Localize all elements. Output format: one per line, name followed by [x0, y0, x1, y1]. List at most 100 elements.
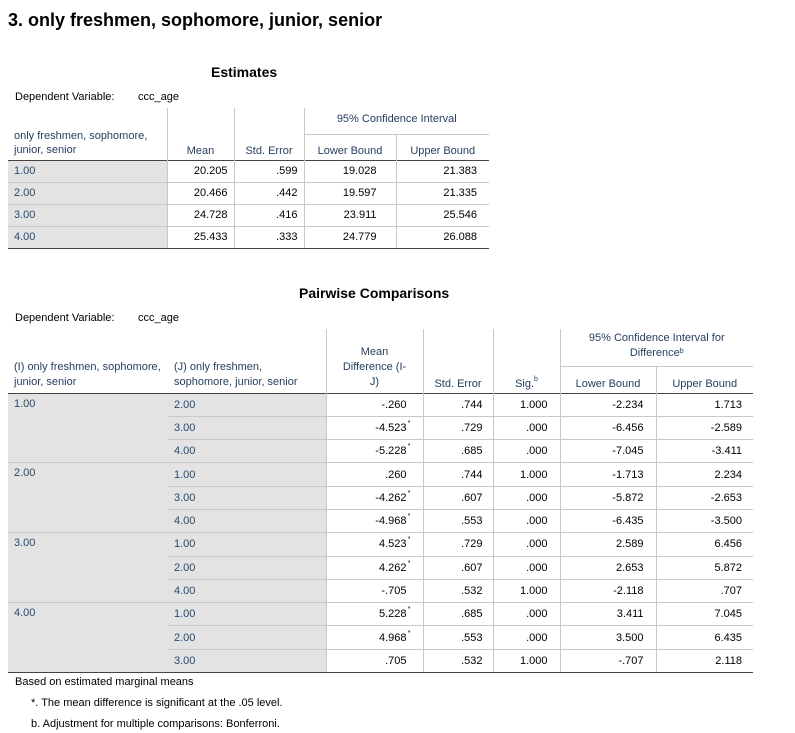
table-row: 2.00 1.00 .260 .744 1.000 -1.713 2.234	[8, 462, 753, 533]
row-j-level: 2.00	[168, 625, 326, 650]
cell-lower-bound: -6.435	[559, 508, 656, 533]
significance-star: *	[407, 606, 411, 614]
cell-std-error: .685	[422, 439, 493, 463]
col-std-error: Std. Error	[233, 108, 304, 160]
row-i-level: 1.00	[8, 392, 168, 463]
cell-upper-bound: 25.546	[395, 203, 489, 226]
row-level: 1.00	[8, 159, 167, 182]
cell-std-error: .729	[422, 415, 493, 440]
cell-sig: .000	[492, 532, 560, 557]
cell-lower-bound: 19.028	[303, 159, 396, 182]
mean-difference-value: 4.262	[378, 561, 407, 574]
row-j-level: 4.00	[168, 439, 326, 463]
cell-lower-bound: 24.779	[303, 225, 396, 249]
cell-sig: 1.000	[492, 648, 560, 674]
cell-std-error: .729	[422, 532, 493, 557]
footnote-significance: *. The mean difference is significant at…	[31, 697, 283, 709]
cell-std-error: .416	[233, 203, 304, 226]
cell-std-error: .744	[422, 392, 493, 417]
col-std-error: Std. Error	[422, 329, 493, 393]
pairwise-table: (I) only freshmen, sophomore, junior, se…	[8, 329, 753, 674]
cell-upper-bound: 21.383	[395, 159, 489, 182]
col-mean: Mean	[166, 108, 234, 160]
row-j-level: 1.00	[168, 532, 326, 557]
table-row: 2.00 4.968* .553.000 3.500 6.435	[8, 625, 753, 650]
table-row: 4.00 25.433.333 24.779 26.088	[8, 225, 489, 249]
mean-difference-value: -.705	[381, 585, 407, 598]
cell-upper-bound: -2.653	[655, 485, 753, 510]
table-row: 3.00 24.728.416 23.911 25.546	[8, 203, 489, 226]
estimates-dependent-variable: Dependent Variable: ccc_age	[15, 91, 179, 103]
cell-mean-difference: 5.228*	[325, 602, 423, 626]
cell-mean-difference: -4.523*	[325, 415, 423, 440]
col-factor: only freshmen, sophomore, junior, senior	[14, 129, 148, 156]
cell-sig: 1.000	[492, 578, 560, 603]
row-j-level: 2.00	[168, 555, 326, 580]
cell-upper-bound: 26.088	[395, 225, 489, 249]
significance-star: *	[407, 513, 411, 521]
dep-value: ccc_age	[138, 91, 179, 103]
row-level: 3.00	[8, 203, 167, 226]
cell-lower-bound: -.707	[559, 648, 656, 674]
significance-star: *	[407, 559, 411, 567]
cell-lower-bound: 23.911	[303, 203, 396, 226]
cell-mean: 24.728	[166, 203, 234, 226]
col-lower-bound: Lower Bound	[303, 133, 396, 160]
dep-label: Dependent Variable:	[15, 312, 115, 324]
row-j-level: 4.00	[168, 578, 326, 603]
mean-difference-value: -4.968	[375, 515, 407, 528]
row-level: 4.00	[8, 225, 167, 249]
cell-upper-bound: 6.435	[655, 625, 753, 650]
cell-lower-bound: -2.118	[559, 578, 656, 603]
table-row: 2.00 4.262* .607.000 2.653 5.872	[8, 555, 753, 580]
ci-footnote-mark: b	[679, 347, 684, 355]
cell-upper-bound: .707	[655, 578, 753, 603]
mean-difference-value: 4.968	[378, 631, 407, 644]
row-j-level: 4.00	[168, 508, 326, 533]
cell-upper-bound: -3.500	[655, 508, 753, 533]
table-row: 4.00 -4.968* .553.000 -6.435 -3.500	[8, 508, 753, 533]
col-mean-difference: Mean Difference (I-J)	[325, 329, 423, 393]
cell-mean-difference: -.260	[325, 392, 423, 417]
ci-header: 95% Confidence Interval	[303, 108, 489, 134]
cell-lower-bound: -5.872	[559, 485, 656, 510]
cell-std-error: .553	[422, 508, 493, 533]
cell-std-error: .333	[233, 225, 304, 249]
row-level: 2.00	[8, 181, 167, 204]
row-i-level: 3.00	[8, 532, 168, 603]
significance-star: *	[407, 419, 411, 427]
cell-sig: .000	[492, 602, 560, 626]
cell-std-error: .442	[233, 181, 304, 204]
col-upper-bound: Upper Bound	[655, 365, 753, 393]
cell-sig: .000	[492, 508, 560, 533]
footnote-based: Based on estimated marginal means	[15, 676, 194, 688]
mean-difference-value: -4.523	[375, 421, 407, 434]
cell-upper-bound: 7.045	[655, 602, 753, 626]
cell-std-error: .532	[422, 578, 493, 603]
row-j-level: 3.00	[168, 415, 326, 440]
cell-lower-bound: -2.234	[559, 392, 656, 417]
cell-std-error: .532	[422, 648, 493, 674]
estimates-table: only freshmen, sophomore, junior, senior…	[8, 108, 489, 249]
cell-lower-bound: 19.597	[303, 181, 396, 204]
significance-star: *	[407, 629, 411, 637]
mean-difference-value: .705	[385, 654, 407, 667]
cell-std-error: .744	[422, 462, 493, 487]
table-row: 4.00 -5.228* .685.000 -7.045 -3.411	[8, 439, 753, 463]
table-row: 3.00 -4.262* .607.000 -5.872 -2.653	[8, 485, 753, 510]
row-j-level: 2.00	[168, 392, 326, 417]
section-heading: 3. only freshmen, sophomore, junior, sen…	[8, 10, 383, 30]
row-j-level: 3.00	[168, 648, 326, 674]
pairwise-dependent-variable: Dependent Variable: ccc_age	[15, 312, 179, 324]
table-row: 4.00 1.00 5.228* .685.000 3.411 7.045	[8, 602, 753, 674]
table-row: 1.00 2.00 -.260 .744 1.000 -2.234 1.713	[8, 392, 753, 463]
cell-sig: 1.000	[492, 462, 560, 487]
row-j-level: 3.00	[168, 485, 326, 510]
row-j-level: 1.00	[168, 602, 326, 626]
cell-std-error: .685	[422, 602, 493, 626]
cell-mean-difference: -4.262*	[325, 485, 423, 510]
significance-star: *	[407, 536, 411, 544]
col-upper-bound: Upper Bound	[395, 133, 489, 160]
cell-upper-bound: -3.411	[655, 439, 753, 463]
table-row: 4.00 -.705 .532 1.000 -2.118.707	[8, 578, 753, 603]
